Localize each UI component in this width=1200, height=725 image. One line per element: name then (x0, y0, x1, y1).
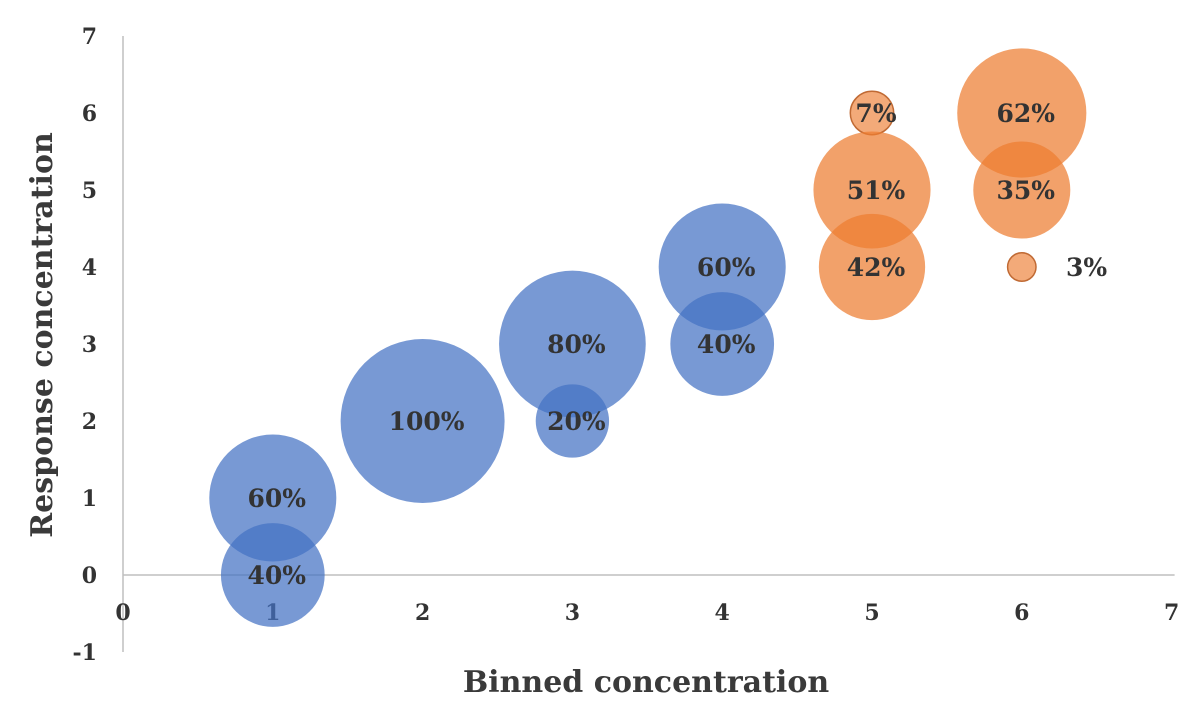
bubble-blue (658, 203, 786, 331)
y-tick-label: -1 (73, 640, 97, 666)
bubble-orange (1006, 252, 1037, 282)
bubble-data-label: 3% (1066, 253, 1107, 282)
x-tick-label: 6 (1014, 600, 1029, 626)
bubble-data-label: 35% (997, 176, 1056, 205)
y-tick-label: 7 (82, 24, 97, 50)
bubble-data-label: 42% (847, 253, 906, 282)
bubble-data-label: 40% (248, 561, 307, 590)
y-tick-label: 1 (82, 486, 97, 512)
y-tick-label: 5 (82, 178, 97, 204)
bubble-orange (818, 213, 926, 321)
bubbles (209, 48, 1087, 627)
bubble-data-label: 80% (547, 330, 606, 359)
y-tick-label: 6 (82, 101, 97, 127)
bubble-labels: 60% 40% 100% 80% 20% 60% 40% 7% 51% 42% 62% 35% 3% (248, 99, 1108, 590)
bubble-blue (340, 339, 505, 503)
bubble-orange (813, 131, 931, 249)
x-axis-title: Binned concentration (463, 665, 830, 700)
x-tick-label: 0 (115, 600, 130, 626)
bubble-orange (973, 141, 1071, 239)
x-tick-label: 5 (864, 600, 879, 626)
x-tick-label: 7 (1164, 600, 1179, 626)
bubble-data-label: 51% (847, 176, 906, 205)
bubble-data-label: 60% (248, 484, 307, 513)
bubble-data-label: 40% (697, 330, 756, 359)
y-tick-labels: -1 0 1 2 3 4 5 6 7 (73, 24, 97, 666)
x-tick-label: 4 (715, 600, 730, 626)
y-tick-label: 3 (82, 332, 97, 358)
bubble-blue (670, 292, 775, 396)
bubble-orange (957, 48, 1087, 178)
x-tick-label: 3 (565, 600, 580, 626)
y-tick-label: 4 (82, 255, 97, 281)
bubble-data-label: 60% (697, 253, 756, 282)
y-tick-label: 2 (82, 409, 97, 435)
bubble-data-label: 7% (855, 99, 896, 128)
bubble-blue (209, 434, 337, 562)
bubble-data-label: 100% (389, 407, 465, 436)
bubble-blue (220, 523, 325, 627)
y-axis-title: Response concentration (25, 132, 60, 538)
bubble-blue (535, 384, 610, 458)
bubble-data-label: 62% (997, 99, 1056, 128)
bubble-data-label: 20% (547, 407, 606, 436)
bubble-blue (499, 270, 646, 418)
x-tick-label: 2 (415, 600, 430, 626)
y-tick-label: 0 (82, 563, 97, 589)
